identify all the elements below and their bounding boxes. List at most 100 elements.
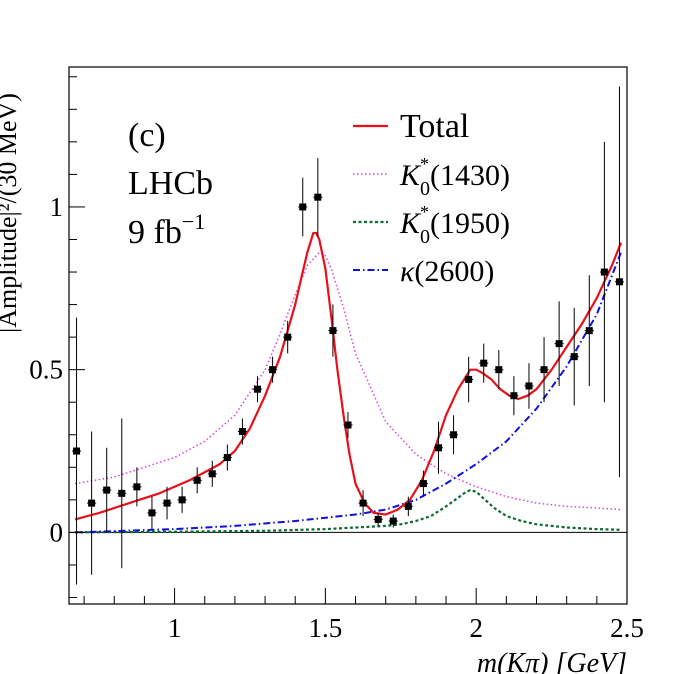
data-point — [252, 376, 263, 403]
axes: 1 1.5 2 2.5 0 0.5 1 — [29, 76, 644, 643]
point-marker — [434, 444, 442, 452]
curve-kappa — [74, 252, 622, 534]
data-point — [449, 415, 459, 455]
data-point — [554, 301, 564, 386]
experiment-label: LHCb — [128, 165, 213, 202]
data-point — [87, 431, 97, 575]
point-marker — [419, 480, 427, 488]
point-marker — [344, 421, 352, 429]
curve-k1430 — [74, 251, 622, 511]
point-marker — [163, 499, 171, 507]
point-marker — [555, 340, 563, 348]
x-tick-label: 2.5 — [610, 613, 644, 643]
point-marker — [404, 502, 412, 510]
point-marker — [88, 499, 96, 507]
data-point — [117, 418, 127, 569]
point-marker — [465, 375, 473, 383]
data-point — [539, 337, 549, 403]
data-point — [614, 86, 624, 478]
data-point — [599, 141, 609, 403]
data-point — [72, 317, 82, 585]
legend-entry-k1430: K* 0(1430) — [353, 154, 510, 200]
data-point — [102, 447, 112, 533]
point-marker — [525, 382, 533, 390]
data-point — [283, 320, 293, 354]
data-point — [237, 418, 247, 445]
data-point — [298, 177, 308, 237]
curve-total — [74, 231, 623, 521]
legend-entry-kappa: κ(2600) — [353, 255, 494, 288]
data-point — [418, 470, 428, 497]
legend-entry-k1950: K* 0(1950) — [353, 202, 510, 248]
legend: Total K* 0(1430)K* 0(1950) κ(2600) — [353, 108, 510, 288]
point-marker — [600, 268, 608, 276]
data-point — [328, 304, 338, 357]
y-axis-label: |Amplitude|²/(30 MeV) — [0, 93, 22, 333]
data-point — [464, 356, 474, 403]
point-marker — [570, 353, 578, 361]
data-point — [494, 350, 504, 390]
data-point — [358, 490, 368, 517]
fit-curves — [74, 231, 623, 534]
point-marker — [314, 193, 322, 201]
data-point — [524, 363, 534, 409]
data-point — [388, 514, 398, 528]
legend-entry-total: Total — [353, 108, 469, 145]
point-marker — [510, 392, 518, 400]
legend-label: K* 0(1950) — [399, 202, 510, 248]
data-point — [177, 486, 187, 513]
point-marker — [254, 385, 262, 393]
legend-label: Total — [400, 108, 469, 145]
panel-label: (c) — [128, 117, 166, 154]
data-point — [147, 496, 157, 530]
data-point — [479, 343, 489, 383]
point-marker — [178, 496, 186, 504]
y-tick-label: 1 — [50, 192, 64, 222]
point-marker — [540, 366, 548, 374]
x-tick-label: 1.5 — [309, 613, 343, 643]
data-point — [268, 356, 278, 383]
data-point — [313, 158, 323, 237]
data-point — [192, 467, 202, 494]
data-point — [207, 460, 217, 487]
point-marker — [133, 483, 141, 491]
legend-label: κ(2600) — [400, 255, 494, 288]
point-marker — [118, 489, 126, 497]
x-tick-label: 2 — [469, 613, 483, 643]
luminosity-label: 9 fb−1 — [128, 209, 205, 251]
data-point — [509, 376, 519, 416]
data-point — [584, 275, 594, 386]
luminosity-value: 9 fb — [128, 214, 182, 251]
data-point — [569, 307, 579, 406]
curve-k1950 — [74, 489, 622, 534]
data-points — [72, 86, 624, 585]
point-marker — [284, 333, 292, 341]
point-marker — [103, 486, 111, 494]
y-tick-label: 0.5 — [29, 355, 63, 385]
point-marker — [208, 470, 216, 478]
x-tick-label: 1 — [168, 613, 182, 643]
x-axis-label: m(Kπ) [GeV] — [477, 648, 627, 674]
plot-frame — [68, 66, 628, 605]
data-point — [343, 411, 353, 439]
data-point — [162, 486, 172, 520]
point-marker — [389, 517, 397, 525]
data-point — [403, 496, 413, 517]
data-point — [222, 444, 232, 471]
point-marker — [615, 278, 623, 286]
point-marker — [585, 327, 593, 335]
point-marker — [374, 515, 382, 523]
legend-label: K* 0(1430) — [399, 154, 510, 200]
point-marker — [73, 447, 81, 455]
point-marker — [269, 366, 277, 374]
point-marker — [450, 431, 458, 439]
luminosity-exponent: −1 — [182, 209, 205, 234]
point-marker — [148, 509, 156, 517]
plot-border — [68, 66, 628, 605]
point-marker — [495, 366, 503, 374]
point-marker — [359, 499, 367, 507]
point-marker — [299, 203, 307, 211]
point-marker — [238, 428, 246, 436]
data-point — [433, 421, 444, 474]
